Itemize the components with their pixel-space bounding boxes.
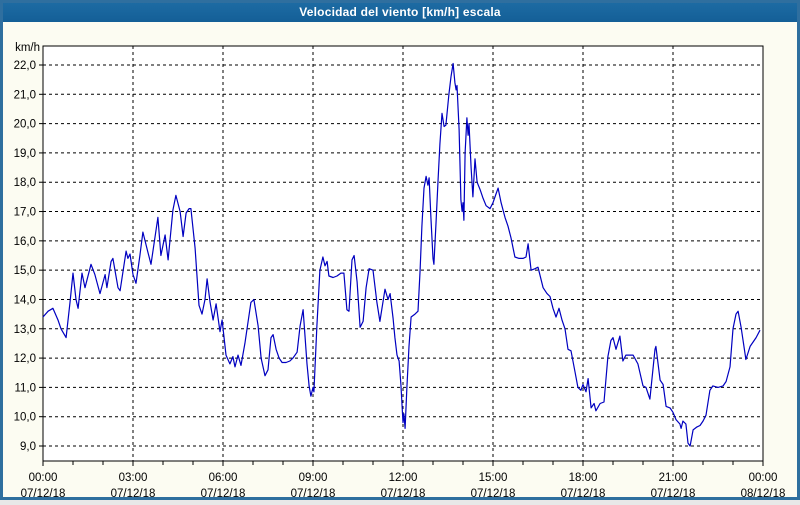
x-tick-date-label: 08/12/18 — [741, 488, 786, 500]
x-tick-time-label: 03:00 — [119, 472, 148, 484]
x-tick-time-label: 00:00 — [29, 472, 58, 484]
x-tick-date-label: 07/12/18 — [201, 488, 246, 500]
window-title-bar: Velocidad del viento [km/h] escala — [3, 3, 797, 22]
wind-speed-chart: 22,0 21,0 20,0 19,0 18,0 17,0 16,0 15,0 14,0 13,0… — [14, 42, 786, 500]
x-tick-time-label: 09:00 — [299, 472, 328, 484]
x-tick-time-label: 06:00 — [209, 472, 238, 484]
plot-border — [42, 45, 764, 462]
y-tick-label: 16,0 — [14, 236, 36, 248]
x-tick-time-label: 15:00 — [479, 472, 508, 484]
y-tick-label: 20,0 — [14, 119, 36, 131]
y-tick-label: 13,0 — [14, 324, 36, 336]
y-tick-label: 17,0 — [14, 207, 36, 219]
x-tick-time-label: 00:00 — [749, 472, 778, 484]
y-tick-label: 22,0 — [14, 60, 36, 72]
x-tick-date-label: 07/12/18 — [561, 488, 606, 500]
y-tick-label: 19,0 — [14, 148, 36, 160]
window-title: Velocidad del viento [km/h] escala — [299, 5, 501, 19]
x-tick-time-label: 21:00 — [659, 472, 688, 484]
x-tick-time-label: 12:00 — [389, 472, 418, 484]
x-tick-date-label: 07/12/18 — [651, 488, 696, 500]
wind-speed-line — [42, 62, 761, 447]
x-tick-time-label: 18:00 — [569, 472, 598, 484]
y-tick-label: 15,0 — [14, 265, 36, 277]
y-tick-label: 12,0 — [14, 353, 36, 365]
x-tick-date-label: 07/12/18 — [21, 488, 66, 500]
y-tick-label: 18,0 — [14, 177, 36, 189]
chart-area: 22,0 21,0 20,0 19,0 18,0 17,0 16,0 15,0 14,0 13,0… — [6, 25, 794, 500]
y-axis-unit-label: km/h — [15, 42, 40, 54]
y-tick-label: 11,0 — [14, 382, 36, 394]
x-tick-date-label: 07/12/18 — [111, 488, 156, 500]
y-tick-label: 10,0 — [14, 412, 36, 424]
y-tick-label: 21,0 — [14, 89, 36, 101]
x-tick-date-label: 07/12/18 — [381, 488, 426, 500]
y-tick-label: 14,0 — [14, 294, 36, 306]
x-tick-date-label: 07/12/18 — [291, 488, 336, 500]
y-tick-label: 9,0 — [20, 441, 36, 453]
x-tick-date-label: 07/12/18 — [471, 488, 516, 500]
